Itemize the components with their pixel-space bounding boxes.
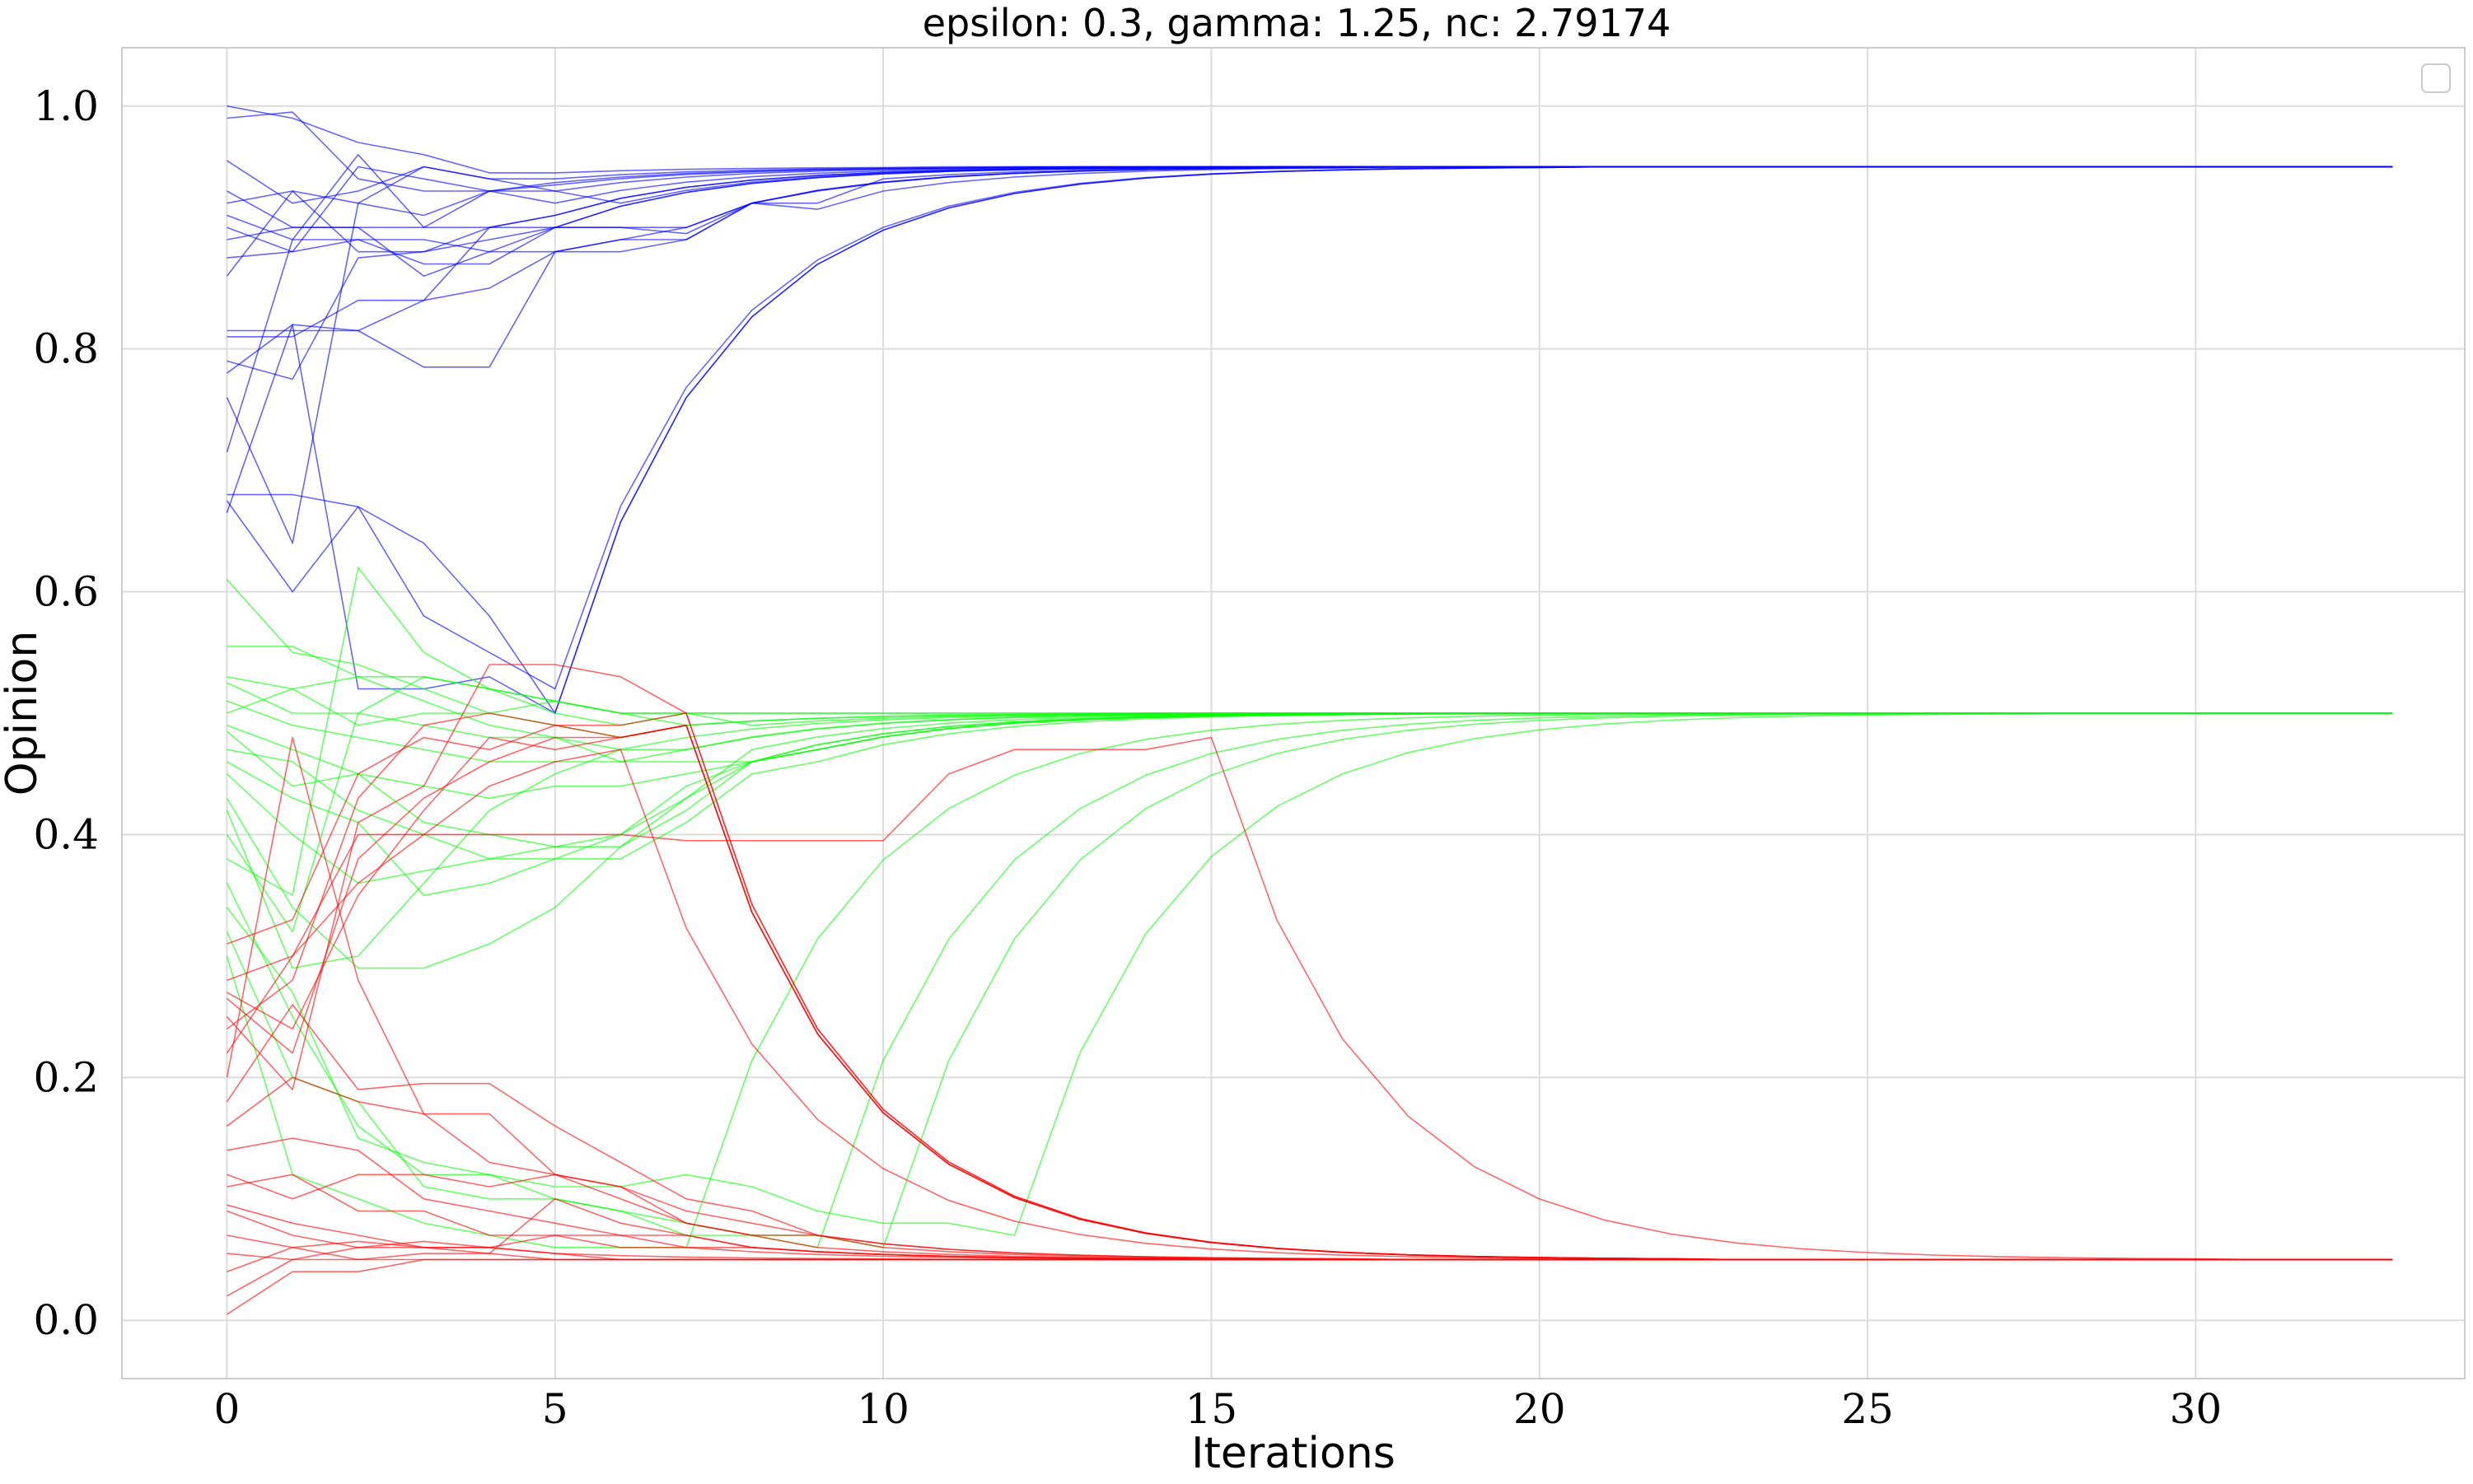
x-tick-label: 30 bbox=[2170, 1385, 2223, 1433]
series-line bbox=[226, 154, 2393, 453]
series-line bbox=[227, 105, 2393, 174]
x-tick-label: 15 bbox=[1185, 1385, 1238, 1433]
series-line bbox=[227, 166, 2393, 380]
series-line bbox=[226, 712, 2393, 1248]
series-line bbox=[226, 166, 2393, 544]
x-tick-label: 10 bbox=[857, 1385, 909, 1433]
y-tick-label: 0.6 bbox=[33, 568, 99, 616]
y-tick-label: 1.0 bbox=[33, 82, 99, 130]
series-line bbox=[226, 724, 2393, 1261]
series-line bbox=[226, 736, 2393, 1261]
series-line bbox=[226, 664, 2393, 1261]
y-tick-label: 0.2 bbox=[33, 1053, 99, 1101]
series-line bbox=[227, 712, 2393, 1261]
series-line bbox=[226, 712, 2393, 1236]
series-line bbox=[227, 166, 2393, 374]
series-line bbox=[226, 1004, 2393, 1261]
plot-frame bbox=[121, 47, 2466, 1379]
x-tick-labels: 0 5 10 15 20 25 30 bbox=[214, 1385, 2223, 1433]
series-line bbox=[227, 1240, 2393, 1272]
series-line bbox=[226, 712, 2393, 969]
series-line bbox=[227, 736, 2393, 1261]
series-group bbox=[226, 567, 2393, 1248]
y-tick-label: 0.4 bbox=[33, 810, 99, 858]
series-line bbox=[226, 712, 2393, 847]
series-line bbox=[227, 724, 2393, 1261]
x-tick-label: 5 bbox=[542, 1385, 568, 1433]
series-line bbox=[227, 682, 2393, 751]
y-tick-labels: 0.0 0.2 0.4 0.6 0.8 1.0 bbox=[33, 82, 99, 1344]
legend-box bbox=[2421, 63, 2451, 93]
series-line bbox=[226, 166, 2393, 714]
series-line bbox=[227, 166, 2393, 714]
series-layer bbox=[226, 105, 2393, 1315]
y-tick-label: 0.8 bbox=[33, 325, 99, 373]
chart-title: epsilon: 0.3, gamma: 1.25, nc: 2.79174 bbox=[923, 1, 1671, 45]
y-gridlines bbox=[122, 105, 2465, 1322]
y-tick-label: 0.0 bbox=[33, 1296, 99, 1344]
series-group bbox=[226, 664, 2393, 1315]
series-line bbox=[227, 1204, 2393, 1261]
series-line bbox=[227, 1258, 2393, 1315]
series-line bbox=[226, 166, 2393, 690]
x-tick-label: 20 bbox=[1513, 1385, 1566, 1433]
y-axis-label: Opinion bbox=[0, 631, 47, 796]
x-tick-label: 25 bbox=[1841, 1385, 1894, 1433]
series-group bbox=[226, 105, 2393, 714]
series-line bbox=[227, 712, 2393, 1261]
series-line bbox=[226, 749, 2393, 1261]
series-line bbox=[227, 700, 2393, 763]
series-line bbox=[227, 646, 2393, 763]
x-tick-label: 0 bbox=[214, 1385, 241, 1433]
series-line bbox=[226, 712, 2393, 969]
series-line bbox=[227, 712, 2393, 896]
series-line bbox=[227, 166, 2393, 229]
series-line bbox=[227, 1240, 2393, 1297]
series-line bbox=[227, 1076, 2393, 1261]
x-axis-label: Iterations bbox=[1191, 1429, 1395, 1478]
